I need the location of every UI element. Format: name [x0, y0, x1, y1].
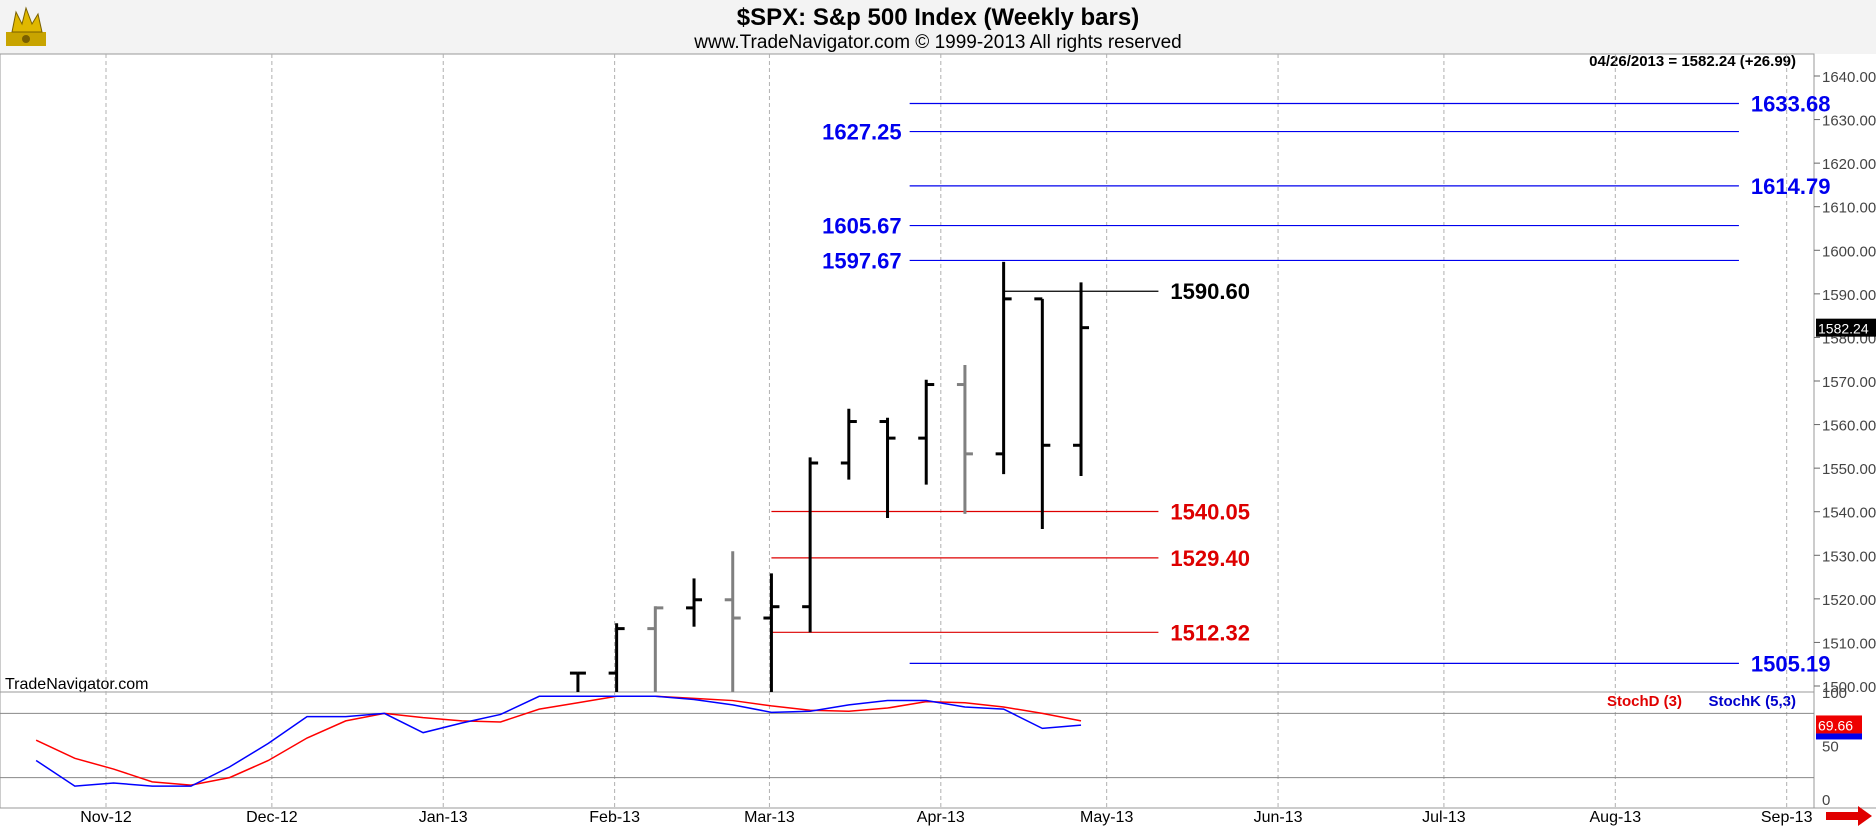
x-tick-label: Mar-13: [744, 809, 795, 826]
stochk-line: [35, 695, 1082, 787]
x-tick-label: Jul-13: [1422, 809, 1466, 826]
level-label-1505.19: 1505.19: [1751, 651, 1831, 676]
x-tick-label: Jan-13: [419, 809, 468, 826]
level-label-1529.40: 1529.40: [1170, 546, 1250, 571]
last-price-marker-box: [1816, 318, 1876, 337]
price-tick-label: 1550.00: [1822, 461, 1876, 478]
price-tick-label: 1500.00: [1822, 679, 1876, 696]
x-tick-label: Sep-13: [1761, 809, 1813, 826]
price-tick-label: 1600.00: [1822, 243, 1876, 260]
level-label-1540.05: 1540.05: [1170, 499, 1250, 524]
level-label-1590.60: 1590.60: [1170, 279, 1250, 304]
chart-title: $SPX: S&p 500 Index (Weekly bars): [736, 4, 1140, 31]
level-label-1512.32: 1512.32: [1170, 620, 1250, 645]
x-tick-label: Feb-13: [589, 809, 640, 826]
tradenavigator-logo-icon: [6, 6, 46, 46]
header-band: [0, 0, 1876, 54]
price-tick-label: 1610.00: [1822, 200, 1876, 217]
price-tick-label: 1570.00: [1822, 374, 1876, 391]
x-tick-label: Jun-13: [1254, 809, 1303, 826]
stochk-legend: StochK (5,3): [1708, 693, 1796, 710]
stoch-tick-label: 100: [1822, 685, 1847, 702]
x-tick-label: Nov-12: [80, 809, 132, 826]
stoch-marker-box-k: [1816, 733, 1862, 740]
price-tick-label: 1630.00: [1822, 113, 1876, 130]
last-price-info: 04/26/2013 = 1582.24 (+26.99): [1589, 53, 1796, 70]
price-tick-label: 1640.00: [1822, 69, 1876, 86]
scroll-right-arrow-icon: [1826, 806, 1872, 826]
brand-watermark: TradeNavigator.com: [5, 676, 149, 693]
stoch-marker: 69.66: [1818, 717, 1853, 733]
price-tick-label: 1510.00: [1822, 635, 1876, 652]
level-label-1633.68: 1633.68: [1751, 92, 1831, 117]
price-tick-label: 1540.00: [1822, 505, 1876, 522]
price-tick-label: 1530.00: [1822, 548, 1876, 565]
x-tick-label: Aug-13: [1590, 809, 1642, 826]
price-tick-label: 1620.00: [1822, 156, 1876, 173]
x-tick-label: Apr-13: [917, 809, 965, 826]
level-label-1614.79: 1614.79: [1751, 174, 1831, 199]
level-label-1605.67: 1605.67: [822, 214, 902, 239]
price-tick-label: 1560.00: [1822, 418, 1876, 435]
ohlc-bars: [569, 261, 1090, 692]
level-label-1597.67: 1597.67: [822, 248, 902, 273]
stoch-tick-label: 50: [1822, 739, 1839, 756]
x-tick-label: Dec-12: [246, 809, 298, 826]
x-tick-label: May-13: [1080, 809, 1133, 826]
stoch-tick-label: 0: [1822, 792, 1830, 809]
price-tick-label: 1520.00: [1822, 592, 1876, 609]
level-label-1627.25: 1627.25: [822, 120, 902, 145]
chart-subtitle: www.TradeNavigator.com © 1999-2013 All r…: [694, 32, 1182, 53]
stochd-legend: StochD (3): [1607, 693, 1682, 710]
last-price-marker: 1582.24: [1818, 321, 1869, 337]
stoch-marker-box: [1816, 715, 1862, 734]
stochd-line: [35, 695, 1082, 786]
price-tick-label: 1590.00: [1822, 287, 1876, 304]
